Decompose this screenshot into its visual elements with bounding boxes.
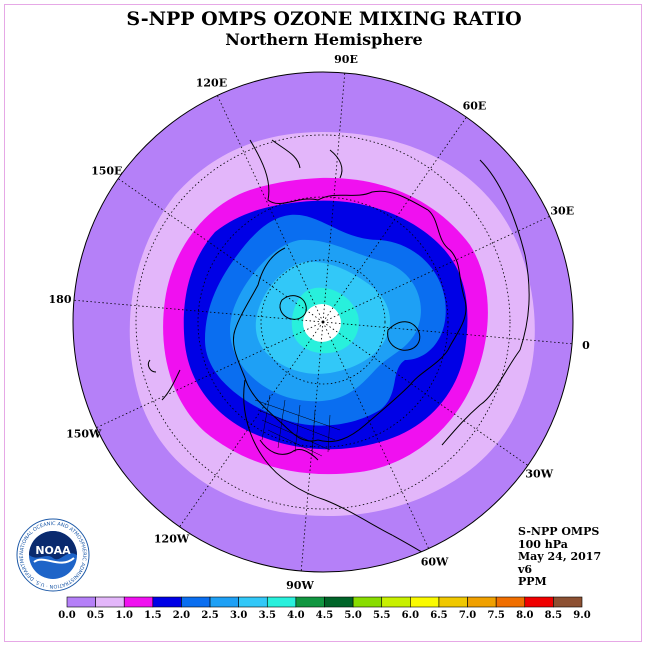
meridian-line xyxy=(322,116,467,323)
colorbar-tick-label: 2.5 xyxy=(201,610,218,621)
colorbar-tick-label: 1.0 xyxy=(116,610,133,621)
colorbar-swatch xyxy=(410,596,440,608)
info-version: v6 xyxy=(518,562,533,576)
info-date: May 24, 2017 xyxy=(518,550,602,563)
longitude-label: 0 xyxy=(582,339,590,352)
longitude-label: 60E xyxy=(463,100,487,113)
graticule xyxy=(73,72,573,572)
colorbar-swatch xyxy=(123,596,154,608)
coastlines xyxy=(147,139,530,571)
meridian-line xyxy=(117,178,324,323)
noaa-logo: NATIONAL OCEANIC AND ATMOSPHERIC ADMINIS… xyxy=(16,518,90,592)
colorbar-swatch xyxy=(524,596,554,608)
colorbar-tick-label: 5.0 xyxy=(344,610,361,621)
usa-states-grid xyxy=(254,394,341,457)
meridian-line xyxy=(73,299,324,323)
colorbar-tick-label: 4.0 xyxy=(287,610,304,621)
colorbar-tick-label: 8.5 xyxy=(545,610,562,621)
colorbar-swatch xyxy=(152,596,182,608)
meridian-line xyxy=(322,215,550,323)
meridian-line xyxy=(300,321,324,572)
longitude-label: 90E xyxy=(334,53,358,66)
colorbar-swatch xyxy=(66,596,96,608)
info-units: PPM xyxy=(518,575,547,588)
colorbar-tick-label: 7.0 xyxy=(459,610,476,621)
colorbar-tick-label: 9.0 xyxy=(573,610,590,621)
colorbar-swatch xyxy=(95,596,125,608)
colorbar-tick-label: 5.5 xyxy=(373,610,390,621)
colorbar-swatch xyxy=(295,596,325,608)
colorbar-tick-label: 6.0 xyxy=(402,610,419,621)
colorbar-swatch xyxy=(266,596,297,608)
colorbar-swatch xyxy=(324,596,354,608)
longitude-label: 120W xyxy=(154,532,190,545)
longitude-label: 150W xyxy=(66,428,102,441)
colorbar-tick-label: 7.5 xyxy=(487,610,504,621)
colorbar-tick-label: 4.5 xyxy=(316,610,333,621)
longitude-label: 30E xyxy=(550,204,574,217)
meridian-line xyxy=(96,321,324,429)
longitude-labels: 90E 60E 30E 0 30W 60W 90W 120W 150W 180 150E 120E xyxy=(49,53,591,592)
info-block: S-NPP OMPS 100 hPa May 24, 2017 v6 PPM xyxy=(518,525,602,589)
map-title: S-NPP OMPS OZONE MIXING RATIO xyxy=(126,8,522,30)
colorbar-tick-label: 8.0 xyxy=(516,610,533,621)
colorbar-swatch xyxy=(381,596,411,608)
colorbar-tick-label: 0.5 xyxy=(87,610,104,621)
meridian-line xyxy=(322,321,573,345)
longitude-label: 120E xyxy=(196,77,227,90)
meridian-line xyxy=(179,321,324,528)
meridian-line xyxy=(216,95,324,323)
colorbar-swatch xyxy=(352,596,383,608)
colorbar-swatch xyxy=(553,596,583,608)
colorbar-swatch xyxy=(238,596,268,608)
map-boundary xyxy=(72,71,574,573)
meridian-line xyxy=(322,321,529,466)
colorbar-tick-label: 6.5 xyxy=(430,610,447,621)
logo-text: NOAA xyxy=(35,544,71,557)
info-level: 100 hPa xyxy=(518,537,568,551)
colorbar-tick-label: 0.0 xyxy=(58,610,75,621)
longitude-label: 180 xyxy=(49,293,72,306)
colorbar-swatch xyxy=(209,596,239,608)
info-instrument: S-NPP OMPS xyxy=(518,525,600,538)
longitude-label: 150E xyxy=(91,165,122,178)
longitude-label: 90W xyxy=(286,579,314,592)
latitude-circle xyxy=(197,196,449,448)
longitude-label: 30W xyxy=(525,467,553,480)
colorbar-swatch xyxy=(495,596,526,608)
colorbar-tick-label: 3.5 xyxy=(259,610,276,621)
map-subtitle: Northern Hemisphere xyxy=(225,30,423,49)
colorbar-swatch xyxy=(438,596,468,608)
latitude-circle xyxy=(135,134,511,510)
longitude-label: 60W xyxy=(421,555,449,568)
meridian-line xyxy=(322,72,346,323)
colorbar-tick-label: 2.0 xyxy=(173,610,190,621)
colorbar-tick-label: 1.5 xyxy=(144,610,161,621)
colorbar-swatch xyxy=(467,596,497,608)
latitude-circle xyxy=(260,259,386,385)
colorbar-tick-label: 3.0 xyxy=(230,610,247,621)
meridian-line xyxy=(322,321,430,549)
colorbar-swatch xyxy=(181,596,211,608)
figure-frame xyxy=(4,4,642,642)
